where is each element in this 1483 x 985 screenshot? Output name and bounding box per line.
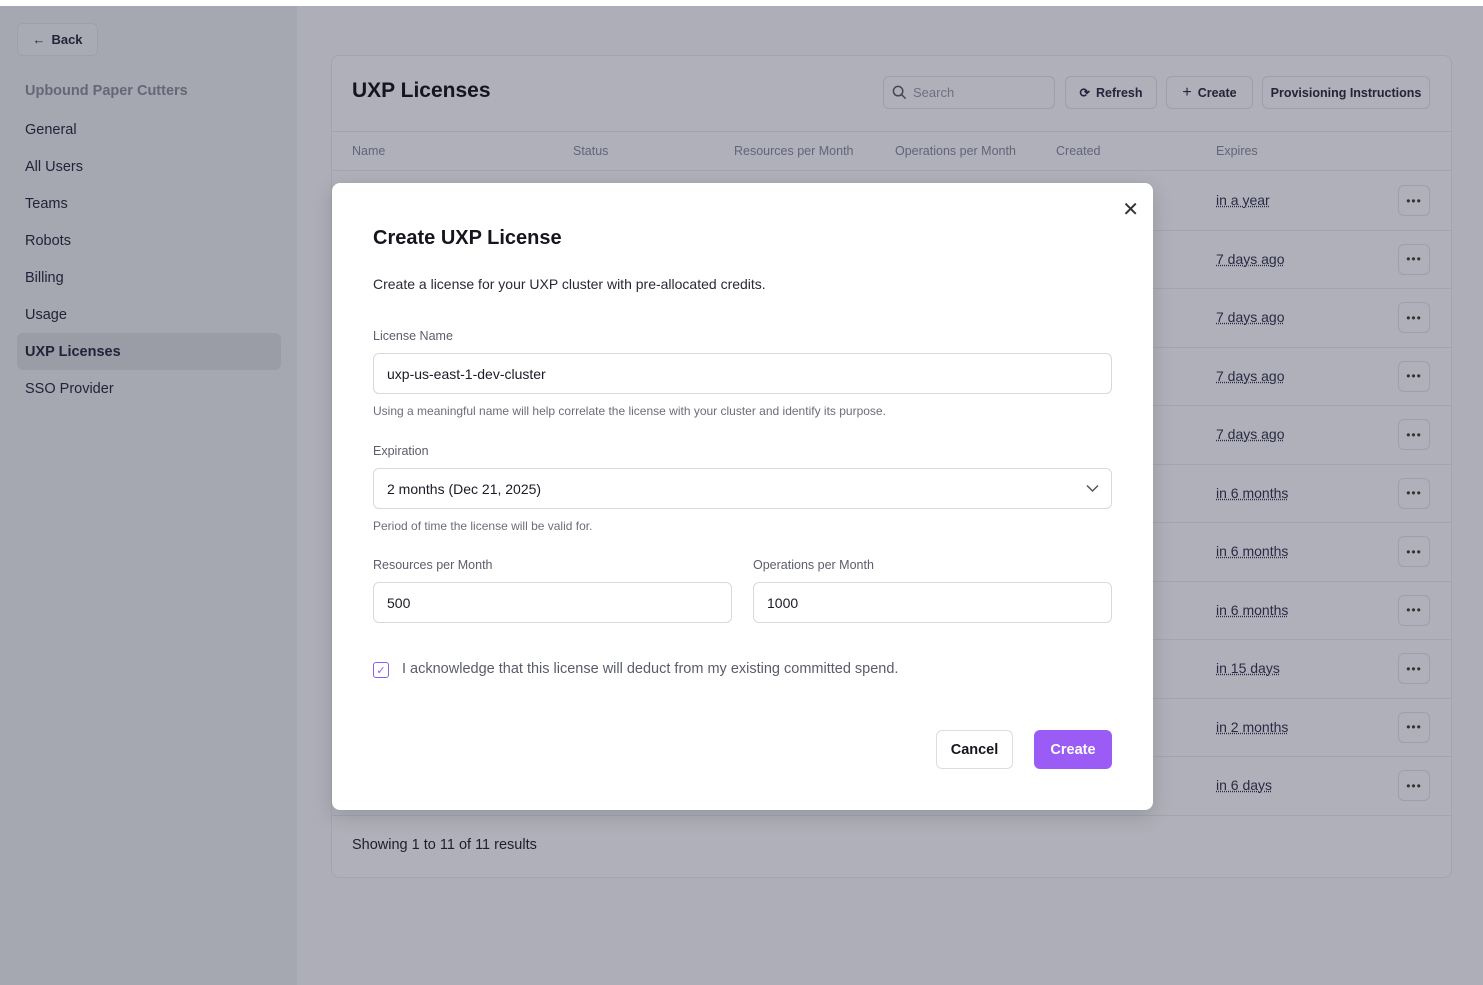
sidebar-item-usage[interactable]: Usage [17, 296, 281, 333]
expires-cell[interactable]: 7 days ago [1216, 367, 1285, 384]
more-actions-button[interactable]: ••• [1398, 536, 1430, 567]
sidebar-item-sso-provider[interactable]: SSO Provider [17, 370, 281, 407]
create-label: Create [1197, 85, 1237, 100]
table-header: Name Status Resources per Month Operatio… [332, 131, 1451, 171]
expires-cell[interactable]: in a year [1216, 192, 1270, 208]
acknowledge-checkbox[interactable]: ✓ [373, 662, 389, 678]
pagination-summary: Showing 1 to 11 of 11 results [352, 837, 537, 853]
arrow-left-icon: ← [32, 32, 46, 47]
license-name-value: uxp-us-east-1-dev-cluster [387, 365, 546, 382]
more-actions-button[interactable]: ••• [1398, 419, 1430, 450]
expires-cell[interactable]: in 6 months [1216, 601, 1289, 618]
sidebar-item-label: Robots [25, 232, 71, 249]
org-name: Upbound Paper Cutters [25, 83, 188, 99]
expires-cell[interactable]: 7 days ago [1216, 426, 1285, 442]
cancel-button[interactable]: Cancel [936, 730, 1013, 769]
more-actions-button[interactable]: ••• [1398, 243, 1430, 275]
acknowledge-label: I acknowledge that this license will ded… [402, 661, 899, 677]
more-actions-button[interactable]: ••• [1398, 770, 1430, 801]
create-license-dialog: ✕ Create UXP License Create a license fo… [332, 183, 1153, 810]
sidebar: ← Back Upbound Paper Cutters General All … [0, 6, 297, 985]
column-header-name: Name [352, 144, 386, 158]
sidebar-item-teams[interactable]: Teams [17, 185, 281, 222]
plus-icon: + [1182, 83, 1192, 101]
more-actions-button[interactable]: ••• [1398, 185, 1430, 216]
expires-cell[interactable]: 7 days ago [1216, 309, 1285, 325]
refresh-icon: ⟳ [1079, 86, 1090, 100]
column-header-status: Status [573, 144, 609, 158]
license-name-label: License Name [373, 329, 453, 343]
table-row: in 6 days ••• [332, 757, 1451, 816]
sidebar-item-general[interactable]: General [17, 111, 281, 148]
expires-cell[interactable]: in 6 days [1216, 777, 1273, 793]
sidebar-item-label: All Users [25, 158, 84, 175]
check-icon: ✓ [376, 664, 386, 677]
chevron-down-icon [1086, 484, 1099, 493]
expiration-hint: Period of time the license will be valid… [373, 519, 593, 533]
expiration-value: 2 months (Dec 21, 2025) [387, 480, 542, 497]
sidebar-item-label: SSO Provider [25, 380, 114, 397]
more-actions-button[interactable]: ••• [1398, 302, 1430, 333]
column-header-created: Created [1056, 144, 1101, 158]
sidebar-item-all-users[interactable]: All Users [17, 148, 281, 185]
sidebar-item-label: Usage [25, 306, 67, 323]
sidebar-item-robots[interactable]: Robots [17, 222, 281, 259]
create-license-button[interactable]: + Create [1166, 76, 1253, 109]
more-actions-button[interactable]: ••• [1398, 711, 1430, 743]
more-actions-button[interactable]: ••• [1398, 594, 1430, 626]
expiration-label: Expiration [373, 444, 429, 458]
operations-value: 1000 [767, 594, 799, 611]
operations-input[interactable]: 1000 [753, 582, 1112, 623]
provisioning-label: Provisioning Instructions [1270, 85, 1422, 100]
expires-cell[interactable]: in 6 months [1216, 484, 1289, 501]
sidebar-item-label: General [25, 121, 77, 138]
column-header-resources: Resources per Month [734, 144, 854, 158]
license-name-input[interactable]: uxp-us-east-1-dev-cluster [373, 353, 1112, 394]
resources-value: 500 [387, 594, 411, 611]
expires-cell[interactable]: in 15 days [1216, 660, 1280, 676]
sidebar-item-label: UXP Licenses [25, 343, 121, 360]
provisioning-instructions-button[interactable]: Provisioning Instructions [1262, 76, 1430, 109]
operations-label: Operations per Month [753, 558, 874, 572]
refresh-label: Refresh [1095, 85, 1143, 100]
expiration-select[interactable]: 2 months (Dec 21, 2025) [373, 468, 1112, 509]
search-placeholder: Search [913, 85, 955, 100]
sidebar-item-billing[interactable]: Billing [17, 259, 281, 296]
column-header-expires: Expires [1216, 144, 1258, 158]
license-name-hint: Using a meaningful name will help correl… [373, 404, 886, 418]
dialog-description: Create a license for your UXP cluster wi… [373, 276, 766, 292]
page-title: UXP Licenses [352, 79, 491, 102]
sidebar-item-label: Teams [25, 195, 68, 212]
dialog-title: Create UXP License [373, 227, 562, 249]
search-input[interactable]: Search [883, 76, 1055, 109]
sidebar-item-uxp-licenses[interactable]: UXP Licenses [17, 333, 281, 370]
expires-cell[interactable]: in 6 months [1216, 543, 1289, 559]
column-header-operations: Operations per Month [895, 144, 1016, 158]
close-icon[interactable]: ✕ [1122, 199, 1139, 221]
expires-cell[interactable]: in 2 months [1216, 718, 1289, 735]
create-button[interactable]: Create [1034, 730, 1112, 769]
resources-input[interactable]: 500 [373, 582, 732, 623]
more-actions-button[interactable]: ••• [1398, 653, 1430, 684]
sidebar-item-label: Billing [25, 269, 64, 286]
back-label: Back [51, 32, 83, 47]
search-icon [892, 85, 907, 100]
resources-label: Resources per Month [373, 558, 493, 572]
refresh-button[interactable]: ⟳ Refresh [1065, 76, 1157, 109]
more-actions-button[interactable]: ••• [1398, 360, 1430, 392]
back-button[interactable]: ← Back [17, 23, 98, 56]
window-top-bar [0, 0, 1483, 6]
more-actions-button[interactable]: ••• [1398, 477, 1430, 509]
expires-cell[interactable]: 7 days ago [1216, 250, 1285, 267]
